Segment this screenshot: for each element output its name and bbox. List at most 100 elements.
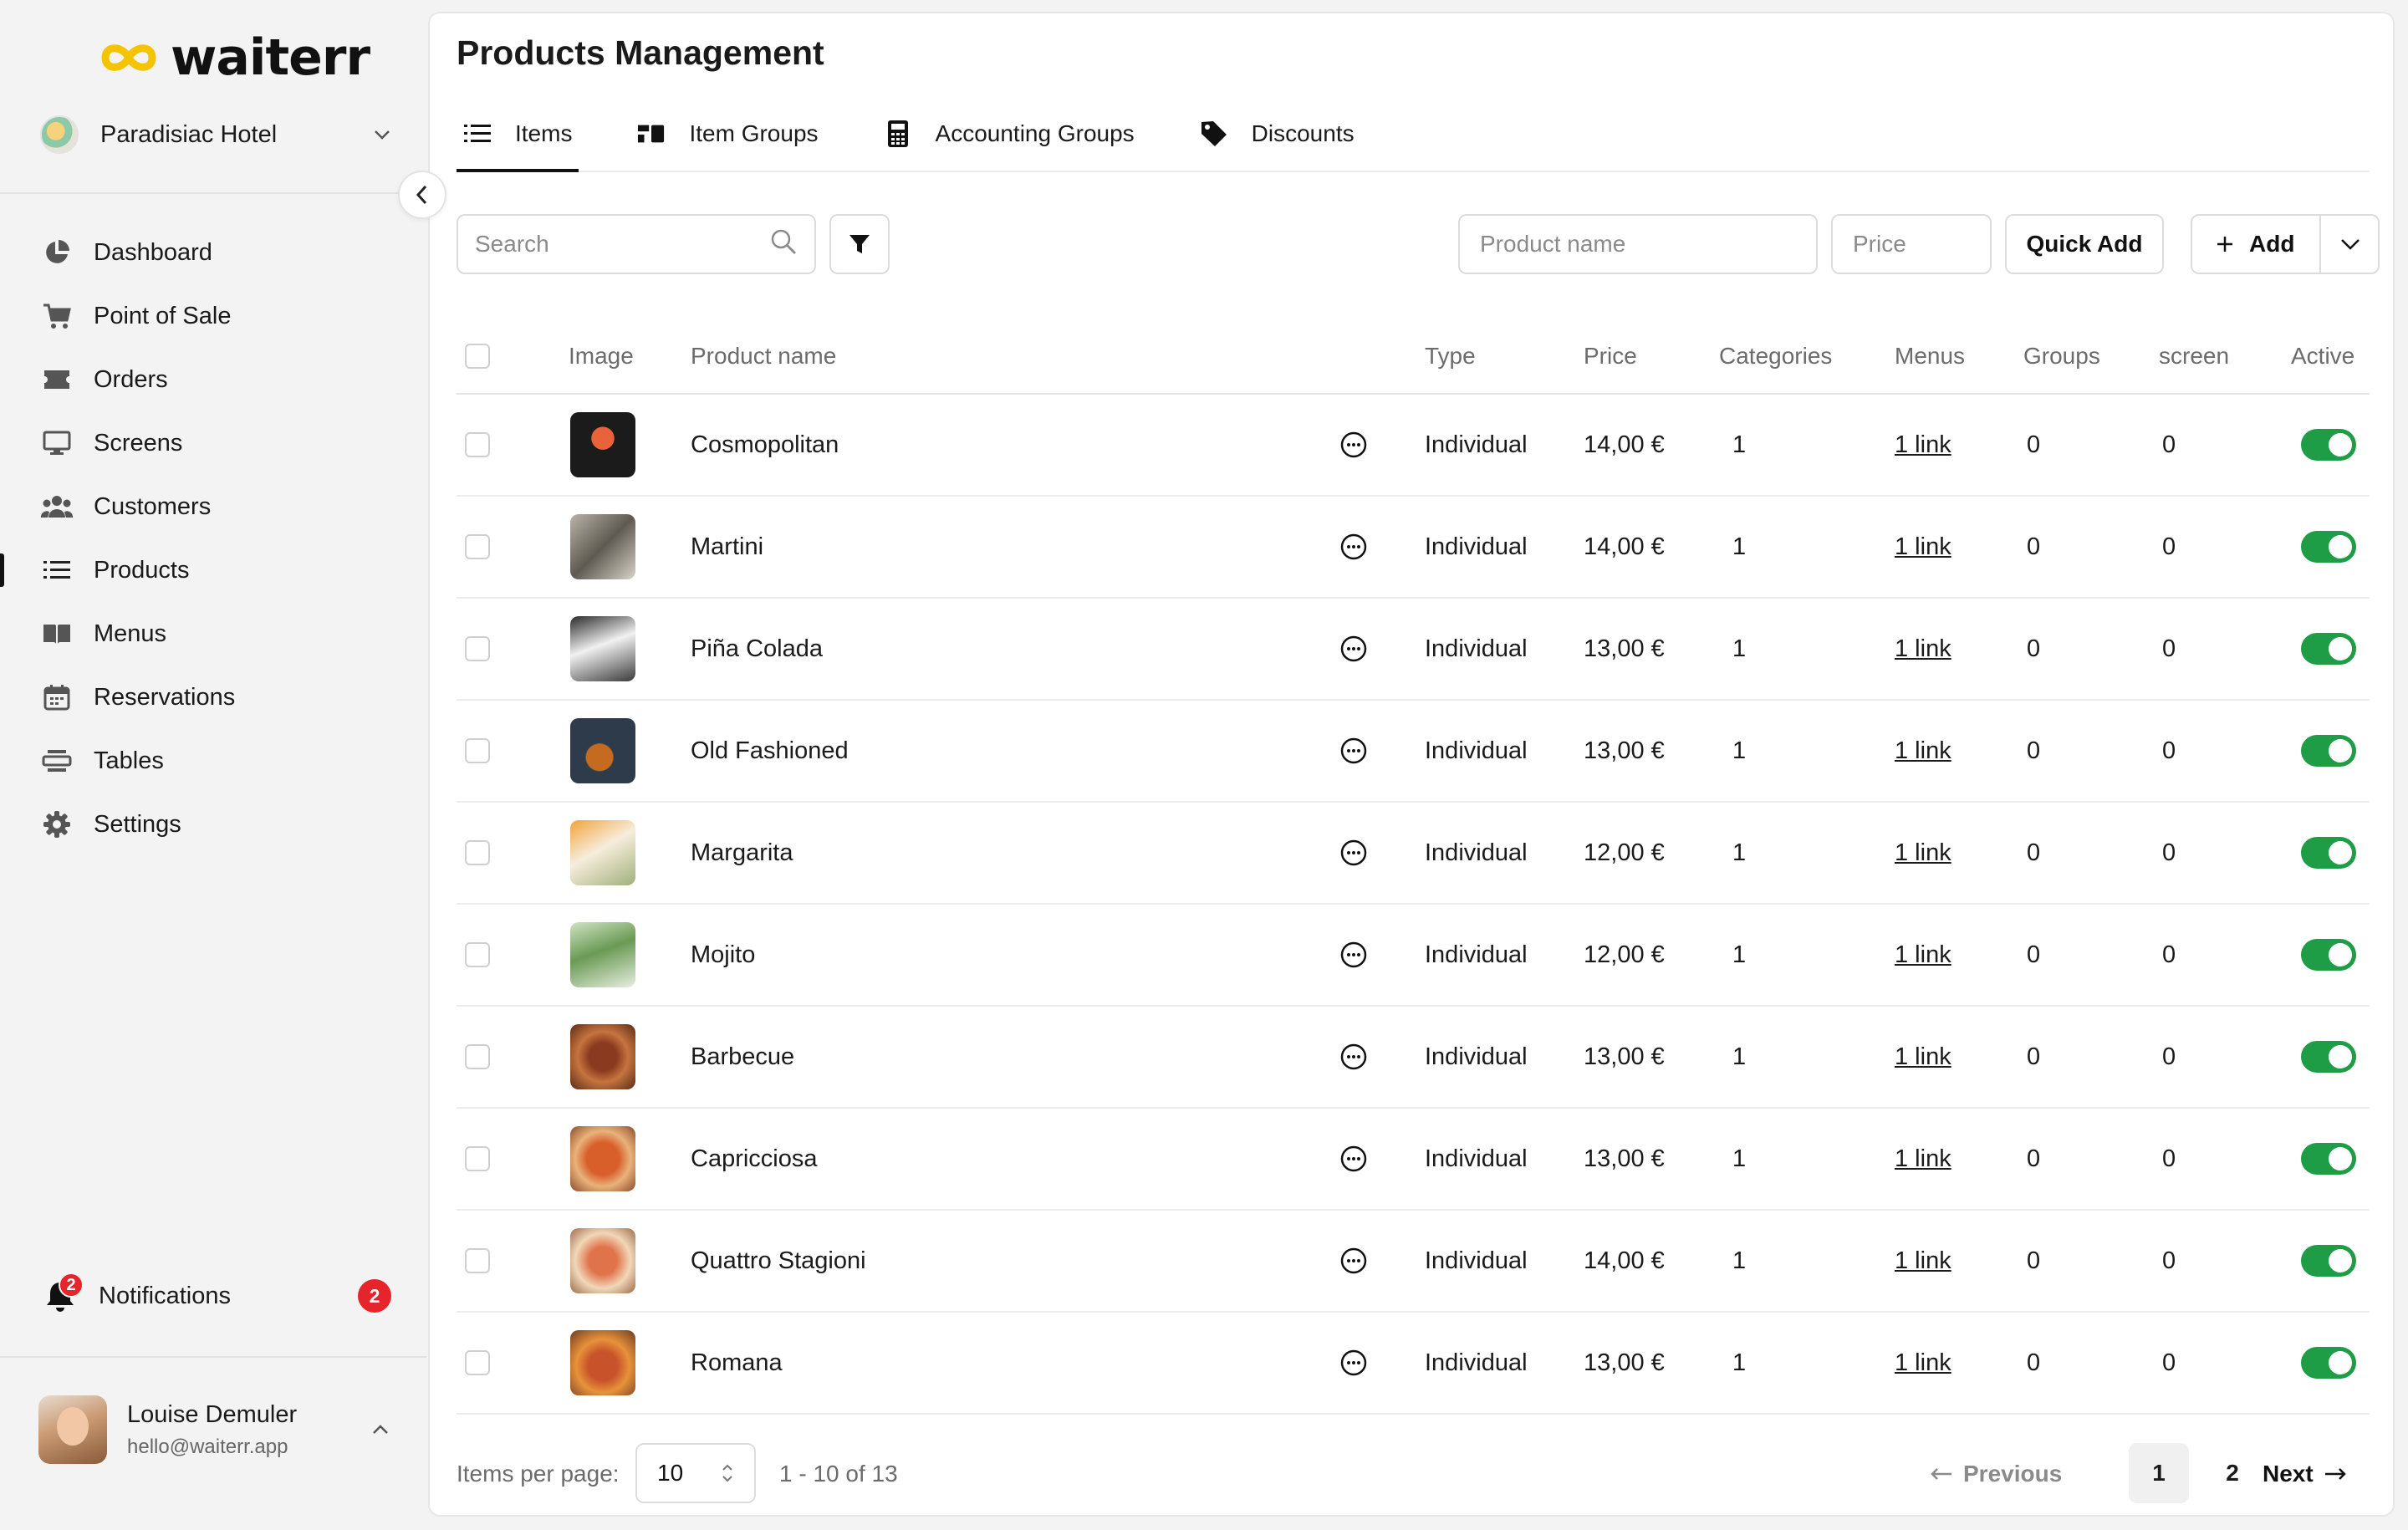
active-toggle[interactable]	[2301, 1041, 2356, 1073]
collapse-sidebar-button[interactable]	[398, 171, 446, 219]
product-image[interactable]	[570, 1024, 635, 1089]
row-checkbox[interactable]	[465, 738, 490, 763]
product-name[interactable]: Mojito	[691, 941, 756, 968]
active-toggle[interactable]	[2301, 531, 2356, 563]
row-checkbox[interactable]	[465, 1248, 490, 1273]
product-menus-link[interactable]: 1 link	[1895, 1145, 1951, 1172]
row-checkbox[interactable]	[465, 1146, 490, 1171]
quick-add-button[interactable]: Quick Add	[2005, 214, 2164, 274]
table-row[interactable]: Romana Individual 13,00 € 1 1 link 0 0	[457, 1313, 2370, 1415]
product-menus-link[interactable]: 1 link	[1895, 431, 1951, 458]
product-image[interactable]	[570, 412, 635, 477]
table-row[interactable]: Quattro Stagioni Individual 14,00 € 1 1 …	[457, 1211, 2370, 1313]
table-row[interactable]: Mojito Individual 12,00 € 1 1 link 0 0	[457, 905, 2370, 1007]
notifications-item[interactable]: 2 Notifications 2	[40, 1272, 391, 1319]
user-menu[interactable]: Louise Demuler hello@waiterr.app	[38, 1395, 390, 1465]
column-header-price[interactable]: Price	[1584, 343, 1637, 369]
row-checkbox-cell[interactable]	[465, 1313, 490, 1413]
product-menus-link[interactable]: 1 link	[1895, 1349, 1951, 1376]
row-checkbox-cell[interactable]	[465, 395, 490, 495]
table-row[interactable]: Margarita Individual 12,00 € 1 1 link 0 …	[457, 803, 2370, 905]
row-checkbox[interactable]	[465, 1044, 490, 1069]
product-image[interactable]	[570, 514, 635, 579]
sidebar-item-tables[interactable]: Tables	[0, 729, 426, 793]
product-menus-link[interactable]: 1 link	[1895, 941, 1951, 968]
product-name[interactable]: Romana	[691, 1349, 783, 1376]
search-input[interactable]: Search	[457, 214, 816, 274]
sidebar-item-menus[interactable]: Menus	[0, 602, 426, 666]
tab-items[interactable]: Items	[457, 97, 579, 172]
sidebar-item-point-of-sale[interactable]: Point of Sale	[0, 284, 426, 348]
product-name[interactable]: Old Fashioned	[691, 737, 849, 764]
row-more-button[interactable]	[1339, 497, 1368, 597]
table-row[interactable]: Martini Individual 14,00 € 1 1 link 0 0	[457, 497, 2370, 599]
column-header-menus[interactable]: Menus	[1895, 343, 1966, 369]
tab-accounting-groups[interactable]: Accounting Groups	[877, 97, 1141, 171]
table-row[interactable]: Capricciosa Individual 13,00 € 1 1 link …	[457, 1109, 2370, 1211]
product-name[interactable]: Piña Colada	[691, 635, 823, 662]
column-header-screen[interactable]: screen	[2159, 343, 2230, 369]
row-more-button[interactable]	[1339, 905, 1368, 1005]
sidebar-item-customers[interactable]: Customers	[0, 475, 426, 538]
row-checkbox-cell[interactable]	[465, 1007, 490, 1107]
sidebar-item-reservations[interactable]: Reservations	[0, 666, 426, 729]
add-options-dropdown[interactable]	[2321, 216, 2380, 273]
product-image[interactable]	[570, 820, 635, 885]
row-more-button[interactable]	[1339, 395, 1368, 495]
row-checkbox-cell[interactable]	[465, 1211, 490, 1311]
row-checkbox[interactable]	[465, 1350, 490, 1375]
items-per-page-select[interactable]: 10	[635, 1443, 756, 1503]
product-menus-link[interactable]: 1 link	[1895, 1247, 1951, 1274]
product-name-input[interactable]: Product name	[1458, 214, 1818, 274]
column-header-categories[interactable]: Categories	[1719, 343, 1833, 369]
next-page-button[interactable]: Next	[2263, 1443, 2347, 1505]
product-image[interactable]	[570, 616, 635, 681]
column-header-product-name[interactable]: Product name	[691, 343, 837, 369]
product-image[interactable]	[570, 1330, 635, 1395]
tab-item-groups[interactable]: Item Groups	[630, 97, 824, 171]
filter-button[interactable]	[829, 214, 890, 274]
product-menus-link[interactable]: 1 link	[1895, 737, 1951, 764]
column-header-active[interactable]: Active	[2291, 343, 2355, 369]
row-more-button[interactable]	[1339, 701, 1368, 801]
product-image[interactable]	[570, 922, 635, 987]
sidebar-item-settings[interactable]: Settings	[0, 793, 426, 856]
product-name[interactable]: Quattro Stagioni	[691, 1247, 866, 1274]
waiterr-logo[interactable]: waiterr	[99, 28, 370, 87]
active-toggle[interactable]	[2301, 1143, 2356, 1175]
product-name[interactable]: Martini	[691, 533, 764, 560]
product-image[interactable]	[570, 1126, 635, 1191]
active-toggle[interactable]	[2301, 429, 2356, 461]
row-more-button[interactable]	[1339, 803, 1368, 903]
product-name[interactable]: Barbecue	[691, 1043, 795, 1070]
row-checkbox-cell[interactable]	[465, 497, 490, 597]
active-toggle[interactable]	[2301, 1245, 2356, 1277]
column-header-groups[interactable]: Groups	[2023, 343, 2100, 369]
sidebar-item-orders[interactable]: Orders	[0, 348, 426, 411]
row-more-button[interactable]	[1339, 1313, 1368, 1413]
product-name[interactable]: Capricciosa	[691, 1145, 818, 1172]
page-1-button[interactable]: 1	[2129, 1443, 2189, 1503]
add-button[interactable]: Add	[2192, 216, 2319, 273]
table-row[interactable]: Barbecue Individual 13,00 € 1 1 link 0 0	[457, 1007, 2370, 1109]
table-row[interactable]: Piña Colada Individual 13,00 € 1 1 link …	[457, 599, 2370, 701]
price-input[interactable]: Price	[1831, 214, 1992, 274]
select-all-checkbox[interactable]	[465, 344, 490, 369]
product-menus-link[interactable]: 1 link	[1895, 1043, 1951, 1070]
previous-page-button[interactable]: Previous	[1930, 1443, 2062, 1505]
row-more-button[interactable]	[1339, 1211, 1368, 1311]
table-row[interactable]: Old Fashioned Individual 13,00 € 1 1 lin…	[457, 701, 2370, 803]
row-more-button[interactable]	[1339, 1109, 1368, 1209]
row-checkbox[interactable]	[465, 840, 490, 865]
row-checkbox[interactable]	[465, 534, 490, 559]
sidebar-item-screens[interactable]: Screens	[0, 411, 426, 475]
row-more-button[interactable]	[1339, 1007, 1368, 1107]
row-checkbox-cell[interactable]	[465, 701, 490, 801]
product-menus-link[interactable]: 1 link	[1895, 635, 1951, 662]
tab-discounts[interactable]: Discounts	[1193, 97, 1361, 171]
select-all-checkbox-cell[interactable]	[465, 319, 490, 393]
active-toggle[interactable]	[2301, 837, 2356, 869]
row-checkbox[interactable]	[465, 942, 490, 967]
active-toggle[interactable]	[2301, 1347, 2356, 1379]
product-image[interactable]	[570, 718, 635, 783]
